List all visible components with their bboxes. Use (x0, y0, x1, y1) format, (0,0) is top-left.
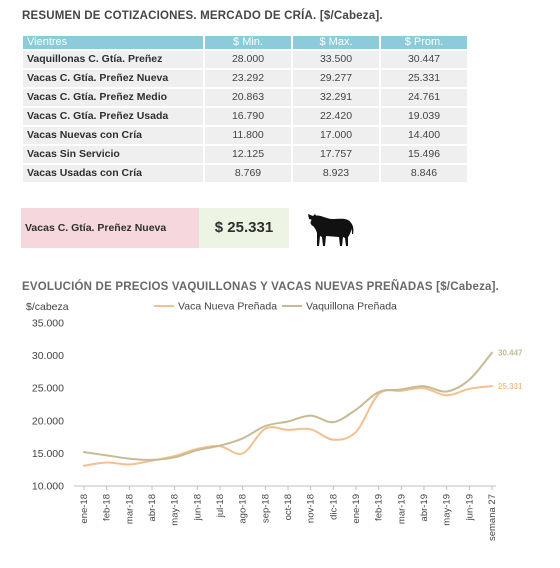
table-row: Vacas C. Gtía. Preñez Nueva 23.292 29.27… (23, 70, 467, 87)
y-tick-label: 15.000 (32, 448, 64, 460)
chart-legend: Vaca Nueva Preñada Vaquillona Preñada (154, 301, 397, 313)
y-axis-label: $/cabeza (26, 301, 69, 313)
x-tick-label: mar-18 (124, 494, 135, 524)
chart-title: EVOLUCIÓN DE PRECIOS VAQUILLONAS Y VACAS… (22, 281, 500, 293)
row-min: 20.863 (205, 89, 291, 106)
row-min: 8.769 (205, 165, 291, 182)
row-max: 17.000 (293, 127, 379, 144)
series-line-vaquillona-prenada (83, 351, 493, 461)
row-max: 29.277 (293, 70, 379, 87)
x-tick-label: nov-18 (306, 494, 317, 523)
y-tick-label: 20.000 (32, 415, 64, 427)
highlight-box: Vacas C. Gtía. Preñez Nueva $ 25.331 (21, 208, 289, 248)
legend-label: Vaca Nueva Preñada (178, 301, 277, 313)
header-max: $ Max. (293, 36, 379, 49)
table-header-row: Vientres $ Min. $ Max. $ Prom. (23, 36, 467, 49)
header-prom: $ Prom. (381, 36, 467, 49)
row-prom: 8.846 (381, 165, 467, 182)
y-tick-label: 10.000 (32, 481, 64, 493)
row-label: Vacas C. Gtía. Preñez Nueva (23, 70, 203, 87)
series-lines (83, 351, 493, 467)
row-label: Vaquillonas C. Gtía. Preñez (23, 51, 203, 68)
x-tick-label: ene-19 (351, 494, 362, 524)
x-tick-label: jul-18 (215, 494, 226, 518)
cow-icon (308, 214, 354, 246)
x-tick-label: mar-19 (396, 494, 407, 524)
row-label: Vacas Nuevas con Cría (23, 127, 203, 144)
row-min: 28.000 (205, 51, 291, 68)
y-axis: 10.000 15.000 20.000 25.000 30.000 35.000 (32, 318, 64, 493)
row-label: Vacas Usadas con Cría (23, 165, 203, 182)
row-max: 17.757 (293, 146, 379, 163)
x-tick-label: dic-18 (328, 494, 339, 520)
row-prom: 25.331 (381, 70, 467, 87)
row-min: 12.125 (205, 146, 291, 163)
x-tick-label: may-19 (442, 494, 453, 526)
row-prom: 15.496 (381, 146, 467, 163)
row-prom: 19.039 (381, 108, 467, 125)
row-label: Vacas C. Gtía. Preñez Usada (23, 108, 203, 125)
x-tick-label: may-18 (170, 494, 181, 526)
x-tick-label: ago-18 (238, 494, 249, 524)
row-prom: 24.761 (381, 89, 467, 106)
header-min: $ Min. (205, 36, 291, 49)
table-row: Vacas Sin Servicio 12.125 17.757 15.496 (23, 146, 467, 163)
x-tick-label: feb-18 (102, 494, 113, 521)
row-prom: 14.400 (381, 127, 467, 144)
table-row: Vacas Nuevas con Cría 11.800 17.000 14.4… (23, 127, 467, 144)
y-tick-label: 30.000 (32, 350, 64, 362)
header-vientres: Vientres (23, 36, 203, 49)
row-max: 8.923 (293, 165, 379, 182)
quotes-table: Vientres $ Min. $ Max. $ Prom. Vaquillon… (21, 34, 469, 184)
x-axis: ene-18 feb-18 mar-18 abr-18 may-18 jun-18 jul-… (74, 485, 498, 541)
x-tick-label: semana 27 (487, 494, 498, 541)
series-line-vaca-nueva-prenada (83, 385, 493, 467)
y-tick-label: 35.000 (32, 318, 64, 330)
table-row: Vacas Usadas con Cría 8.769 8.923 8.846 (23, 165, 467, 182)
x-tick-label: oct-18 (283, 494, 294, 520)
series-end-label: 30.447 (498, 349, 523, 358)
row-min: 11.800 (205, 127, 291, 144)
row-label: Vacas C. Gtía. Preñez Medio (23, 89, 203, 106)
x-tick-label: feb-19 (374, 494, 385, 521)
highlight-value: $ 25.331 (199, 208, 289, 248)
row-label: Vacas Sin Servicio (23, 146, 203, 163)
row-min: 16.790 (205, 108, 291, 125)
row-max: 33.500 (293, 51, 379, 68)
x-tick-label: ene-18 (79, 494, 90, 524)
table-row: Vaquillonas C. Gtía. Preñez 28.000 33.50… (23, 51, 467, 68)
price-evolution-chart: $/cabeza Vaca Nueva Preñada Vaquillona Pr… (26, 301, 523, 542)
row-min: 23.292 (205, 70, 291, 87)
series-end-label: 25.331 (498, 382, 523, 391)
x-tick-label: abr-19 (419, 494, 430, 521)
x-tick-label: jun-19 (464, 494, 475, 521)
row-max: 22.420 (293, 108, 379, 125)
legend-label: Vaquillona Preñada (306, 301, 397, 313)
x-tick-label: sep-18 (260, 494, 271, 523)
x-tick-label: abr-18 (147, 494, 158, 521)
table-title: RESUMEN DE COTIZACIONES. MERCADO DE CRÍA… (22, 10, 383, 22)
row-prom: 30.447 (381, 51, 467, 68)
y-tick-label: 25.000 (32, 383, 64, 395)
x-tick-label: jun-18 (192, 494, 203, 521)
table-row: Vacas C. Gtía. Preñez Usada 16.790 22.42… (23, 108, 467, 125)
table-row: Vacas C. Gtía. Preñez Medio 20.863 32.29… (23, 89, 467, 106)
end-labels: 25.331 30.447 (498, 349, 523, 391)
highlight-label: Vacas C. Gtía. Preñez Nueva (21, 208, 199, 248)
row-max: 32.291 (293, 89, 379, 106)
